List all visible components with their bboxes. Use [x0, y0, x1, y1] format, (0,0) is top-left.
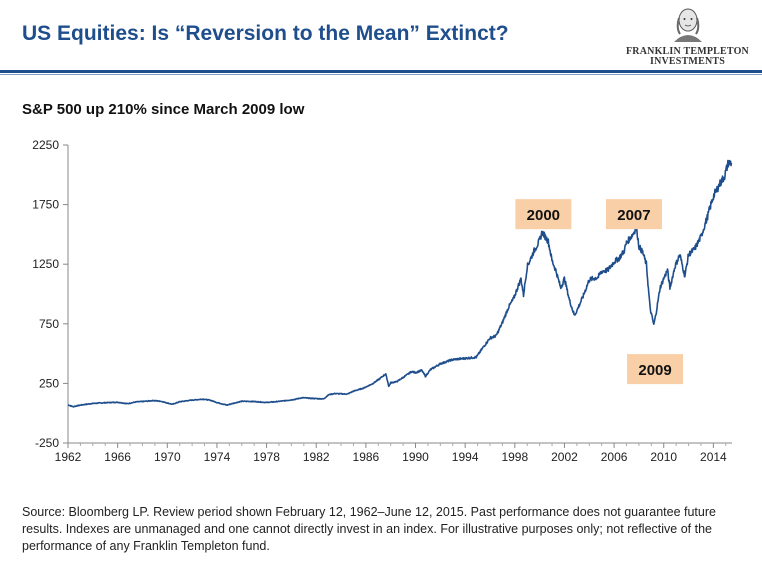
page-title: US Equities: Is “Reversion to the Mean” … [22, 22, 509, 45]
y-tick-label: 250 [39, 376, 59, 390]
x-tick-label: 2002 [551, 450, 578, 464]
x-tick-label: 1994 [452, 450, 479, 464]
x-tick-label: 1974 [204, 450, 231, 464]
x-tick-label: 2014 [700, 450, 727, 464]
annotation-label: 2000 [527, 207, 560, 224]
chart-title: S&P 500 up 210% since March 2009 low [22, 101, 305, 118]
annotation-label: 2007 [617, 207, 650, 224]
x-tick-label: 2006 [601, 450, 628, 464]
sp500-line-chart: -250 250 750 1250 1750 2250 1962 1966 1970 1974 19… [32, 138, 733, 464]
logo-line1: FRANKLIN TEMPLETON [626, 46, 749, 57]
x-tick-label: 1978 [253, 450, 280, 464]
x-tick-label: 1966 [104, 450, 131, 464]
x-tick-label: 1970 [154, 450, 181, 464]
franklin-portrait-icon [673, 8, 702, 42]
x-tick-label: 1998 [501, 450, 528, 464]
annotation-box [515, 199, 572, 230]
x-tick-label: 1982 [303, 450, 330, 464]
annotation-box [605, 199, 662, 230]
x-tick-label: 1962 [55, 450, 82, 464]
y-tick-label: 2250 [32, 138, 59, 152]
x-tick-label: 1986 [353, 450, 380, 464]
x-tick-label: 1990 [402, 450, 429, 464]
y-tick-label: -250 [35, 436, 59, 450]
logo-line2: INVESTMENTS [650, 56, 725, 67]
y-tick-label: 750 [39, 317, 59, 331]
franklin-templeton-logo: FRANKLIN TEMPLETON INVESTMENTS [620, 6, 755, 68]
annotation-label: 2009 [638, 362, 671, 379]
x-tick-label: 2010 [650, 450, 677, 464]
y-tick-label: 1250 [32, 257, 59, 271]
y-tick-label: 1750 [32, 198, 59, 212]
source-note: Source: Bloomberg LP. Review period show… [22, 505, 716, 553]
series-line-sp500 [67, 159, 733, 408]
header-divider [0, 70, 762, 73]
annotation-box [627, 354, 684, 385]
header-divider-thin [0, 74, 762, 75]
